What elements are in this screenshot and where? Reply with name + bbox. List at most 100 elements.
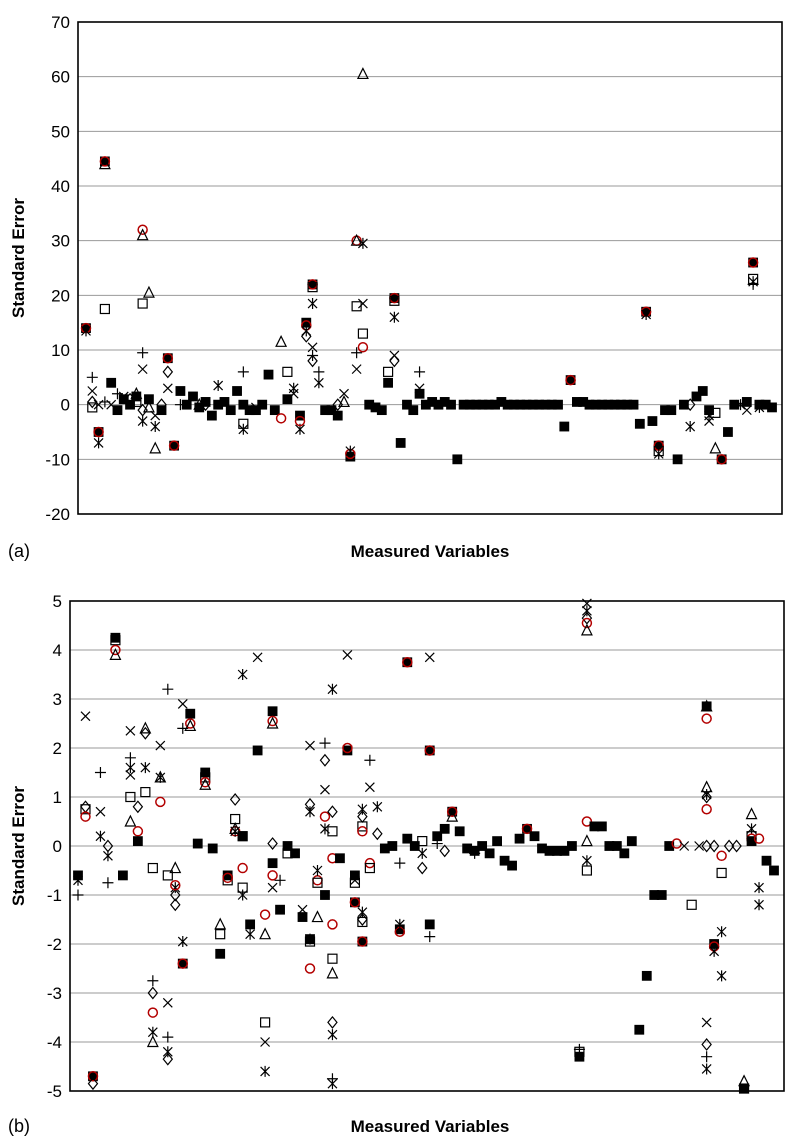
panel-a-data-points [80, 67, 777, 465]
panel-a-label: (a) [8, 541, 30, 561]
panel-b-point-cross-x [125, 770, 136, 780]
panel-b-point-plus [573, 1043, 585, 1055]
panel-b-y-tick-label: 0 [53, 837, 62, 856]
panel-b-point-open-square [162, 870, 173, 881]
panel-b-point-filled-square [237, 831, 248, 842]
panel-b-point-asterisk [162, 1046, 173, 1058]
panel-a-point-open-diamond [389, 354, 400, 368]
panel-b-point-plus [102, 877, 114, 889]
panel-b-point-plus [94, 767, 106, 778]
panel-b-point-red-circle [259, 909, 271, 920]
panel-b-point-filled-square [297, 912, 308, 922]
panel-a-point-filled-square [144, 394, 154, 405]
panel-b-point-red-circle [327, 919, 338, 930]
panel-b-point-asterisk [245, 928, 256, 940]
panel-b-point-asterisk [754, 899, 764, 911]
panel-a-point-open-square [238, 418, 249, 429]
panel-a-point-asterisk [704, 410, 714, 422]
panel-b-point-filled-square [477, 841, 488, 851]
panel-a-point-open-diamond [156, 398, 167, 412]
panel-b-point-filled-square [514, 833, 525, 844]
panel-b-point-filled-square [634, 1024, 645, 1035]
panel-b-point-open-triangle [184, 719, 197, 732]
panel-a-point-asterisk [150, 421, 161, 433]
panel-b-point-cross-x [679, 841, 690, 851]
panel-b-point-cross-x [364, 782, 375, 793]
panel-b-point-filled-square [641, 970, 652, 981]
panel-a-point-red-circle [357, 342, 369, 353]
panel-b-point-open-diamond [87, 1077, 99, 1091]
panel-b-point-red-circle [349, 897, 361, 908]
panel-a-point-filled-square [647, 416, 658, 426]
panel-b-point-plus [162, 683, 174, 695]
panel-b-point-open-triangle [311, 910, 324, 923]
panel-a-point-open-square [137, 298, 148, 309]
panel-b-y-tick-label: 2 [53, 739, 62, 758]
panel-a-point-asterisk [238, 423, 249, 435]
panel-b-point-red-circle [80, 811, 91, 822]
panel-a-y-tick-label: -20 [45, 505, 70, 524]
panel-b-point-plus [364, 754, 376, 766]
panel-a-y-tick-label: 10 [51, 341, 70, 360]
panel-a-point-asterisk [93, 437, 104, 449]
panel-b-point-plus [701, 1051, 713, 1063]
panel-b-point-asterisk [716, 970, 727, 982]
panel-a-point-cross-x [307, 342, 318, 353]
panel-a-point-cross-x [339, 388, 349, 399]
panel-a-point-red-circle [137, 224, 148, 235]
panel-b-point-plus [394, 857, 406, 869]
panel-b-point-filled-square [320, 890, 330, 900]
panel-a-point-filled-square [118, 394, 129, 405]
panel-b-point-open-square [417, 835, 428, 847]
panel-a-point-filled-square [414, 388, 425, 399]
panel-b-point-filled-square [439, 823, 450, 834]
panel-b-point-filled-square [207, 843, 218, 854]
panel-b-point-filled-square [132, 836, 143, 846]
panel-b-point-open-square [357, 916, 368, 928]
panel-b-point-filled-square [626, 836, 637, 846]
panel-b-point-asterisk [312, 865, 323, 876]
panel-a-point-cross-x [118, 391, 129, 402]
panel-a-point-filled-square [446, 399, 456, 410]
panel-b-point-open-diamond [132, 800, 144, 814]
panel-b-point-filled-square [215, 948, 226, 959]
panel-b-point-cross-x [349, 875, 360, 886]
panel-a-point-open-square [99, 303, 110, 315]
panel-a-point-asterisk [313, 377, 324, 389]
panel-a-point-filled-square [251, 405, 261, 416]
panel-a-point-filled-square [232, 386, 242, 396]
panel-b-point-filled-square [267, 706, 278, 717]
panel-a-point-asterisk [137, 415, 148, 427]
panel-a-point-filled-square [678, 399, 689, 410]
panel-a-point-filled-square [181, 399, 192, 410]
panel-a-point-plus [86, 371, 98, 383]
panel-a-point-red-circle [99, 156, 111, 167]
panel-b-point-filled-square [245, 919, 256, 930]
panel-a-point-plus [313, 366, 325, 378]
panel-b-point-cross-x [701, 1017, 712, 1028]
panel-b-point-filled-square [492, 836, 502, 846]
panel-b-point-open-triangle [139, 721, 152, 734]
panel-b-point-filled-square [567, 841, 577, 851]
panel-b-point-open-triangle [745, 807, 758, 820]
panel-a-point-open-square [131, 396, 142, 408]
panel-b-point-plus [424, 931, 436, 943]
panel-a-point-filled-square [376, 405, 387, 416]
panel-b-point-open-triangle [109, 648, 122, 661]
panel-b-x-axis-title: Measured Variables [351, 1117, 510, 1136]
panel-a-point-filled-square [200, 397, 211, 407]
panel-b-point-open-triangle [259, 927, 272, 940]
panel-b-point-open-diamond [701, 1038, 712, 1051]
panel-b-y-tick-labels: -5 -4 -3 -2 -1 0 1 2 3 4 5 [47, 592, 62, 1101]
panel-a-point-asterisk [288, 382, 299, 394]
panel-b-point-open-diamond [140, 726, 151, 740]
panel-a-point-filled-square [282, 394, 293, 405]
panel-a-point-filled-square [269, 405, 280, 416]
panel-b-point-plus [274, 874, 286, 886]
panel-a-point-filled-square [106, 377, 117, 388]
panel-b-point-asterisk [327, 1078, 338, 1090]
panel-a-point-open-square [351, 301, 362, 312]
panel-a-point-filled-square [553, 399, 563, 410]
panel-a-point-filled-square [395, 438, 406, 448]
panel-b-point-red-circle [155, 796, 166, 808]
